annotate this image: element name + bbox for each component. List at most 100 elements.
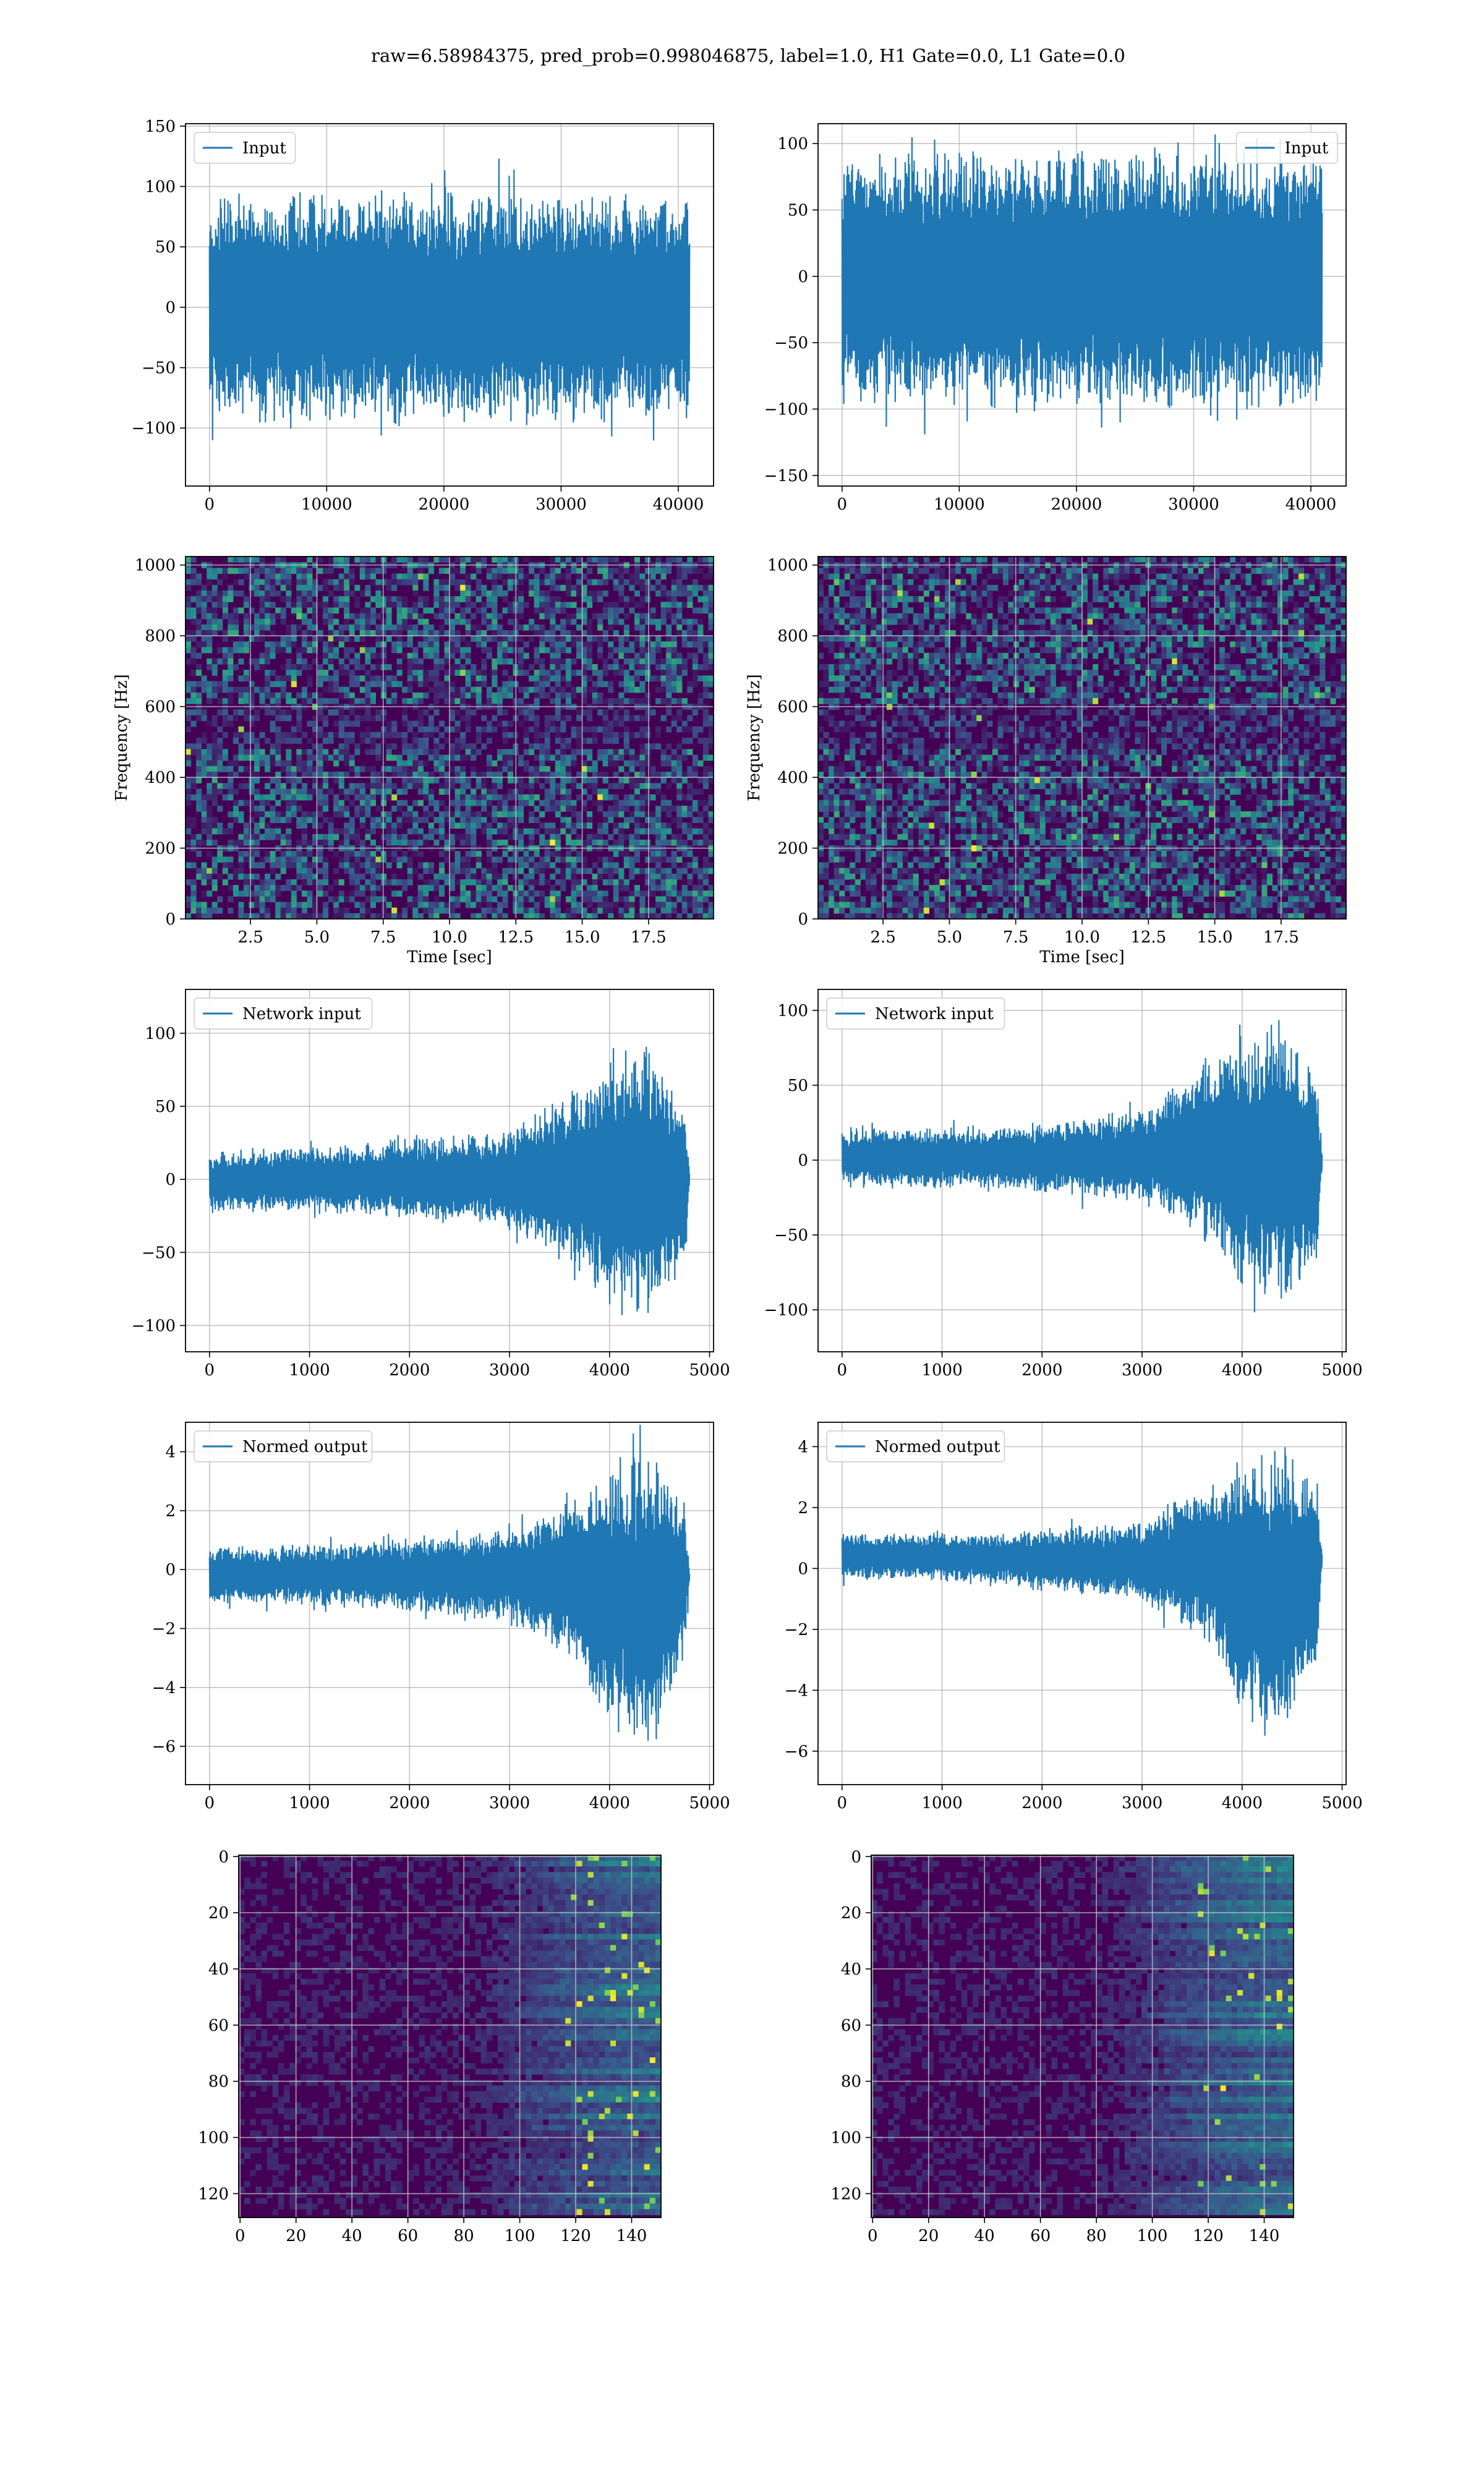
spec-h1-cell bbox=[534, 766, 540, 772]
spec-h1-cell bbox=[212, 800, 218, 806]
spec-h1-cell bbox=[534, 772, 540, 778]
spec-h1-cell bbox=[603, 630, 608, 636]
spec-h1-cell bbox=[450, 596, 455, 602]
spec-h1-cell bbox=[296, 664, 302, 670]
spec-h1-cell bbox=[429, 811, 434, 818]
spec-h1-cell bbox=[323, 647, 328, 654]
spec-h1-cell bbox=[260, 890, 265, 897]
spec-h1-cell bbox=[518, 788, 524, 795]
spec-l1-cell bbox=[892, 596, 898, 602]
spec-h1-cell bbox=[244, 890, 249, 897]
spec-h1-cell bbox=[223, 647, 228, 654]
spec-l1-cell bbox=[976, 596, 982, 602]
spec-h1-cell bbox=[439, 579, 445, 586]
spec-l1-cell bbox=[1219, 619, 1225, 625]
spec-h1-cell bbox=[397, 670, 403, 676]
spec-h1-cell bbox=[439, 908, 445, 914]
spec-h1-cell bbox=[238, 874, 244, 880]
spec-h1-cell bbox=[460, 653, 466, 659]
spec-l1-cell bbox=[950, 602, 956, 608]
spec-h1-cell bbox=[634, 602, 640, 608]
spec-h1-cell bbox=[587, 738, 592, 744]
spec-h1-cell bbox=[212, 862, 218, 868]
spec-h1-cell bbox=[254, 902, 260, 908]
spec-h1-cell bbox=[318, 664, 323, 670]
spec-h1-cell bbox=[260, 636, 265, 642]
spec-l1-cell bbox=[971, 557, 977, 563]
spec-h1-cell bbox=[433, 664, 439, 670]
spec-h1-cell bbox=[296, 874, 302, 880]
spec-h1-cell bbox=[275, 709, 281, 715]
spec-h1-cell bbox=[212, 630, 218, 636]
spec-h1-cell bbox=[207, 817, 212, 823]
spec-l1-cell bbox=[1119, 602, 1125, 608]
spec-h1-cell bbox=[455, 664, 461, 670]
spec-h1-cell bbox=[344, 761, 349, 767]
spec-h1-cell bbox=[381, 908, 386, 914]
spec-h1-cell bbox=[466, 755, 471, 761]
spec-h1-cell bbox=[354, 749, 360, 755]
spec-l1-cell bbox=[1246, 613, 1252, 620]
spec-h1-cell bbox=[597, 625, 603, 631]
spec-h1-cell bbox=[333, 800, 339, 806]
spec-h1-cell bbox=[381, 619, 386, 625]
spec-h1-cell bbox=[492, 693, 497, 699]
spec-h1-cell bbox=[693, 709, 698, 715]
spec-h1-cell bbox=[661, 602, 667, 608]
spec-h1-cell bbox=[386, 732, 392, 738]
spec-l1-cell bbox=[1203, 591, 1209, 597]
spec-h1-cell bbox=[613, 670, 619, 676]
spec-h1-cell bbox=[254, 777, 260, 783]
spec-h1-cell bbox=[539, 596, 545, 602]
spec-h1-cell bbox=[418, 568, 424, 574]
spec-h1-cell bbox=[323, 862, 328, 868]
spec-l1-cell bbox=[850, 579, 855, 586]
spec-h1-cell bbox=[323, 613, 328, 620]
spec-h1-cell bbox=[571, 619, 576, 625]
spec-h1-cell bbox=[407, 817, 413, 823]
spec-h1-cell bbox=[328, 687, 334, 693]
spec-h1-cell bbox=[423, 806, 429, 812]
spec-h1-cell bbox=[360, 687, 365, 693]
spec-h1-xtick-label: 5.0 bbox=[304, 928, 330, 947]
spec-h1-cell bbox=[550, 574, 555, 580]
spec-h1-cell bbox=[672, 641, 677, 647]
spec-h1-cell bbox=[560, 874, 566, 880]
spec-h1-cell bbox=[682, 630, 688, 636]
spec-h1-cell bbox=[244, 851, 249, 857]
spec-h1-cell bbox=[433, 687, 439, 693]
spec-h1-cell bbox=[534, 715, 540, 721]
spec-h1-cell bbox=[545, 749, 550, 755]
spec-l1-cell bbox=[1283, 568, 1289, 574]
spec-h1-cell bbox=[397, 761, 403, 767]
spec-h1-cell bbox=[624, 856, 629, 863]
spec-h1-cell bbox=[476, 856, 482, 863]
spec-h1-cell bbox=[603, 795, 608, 801]
spec-h1-cell bbox=[672, 856, 677, 863]
spec-h1-cell bbox=[497, 568, 503, 574]
spec-h1-cell bbox=[555, 647, 561, 654]
spec-h1-cell bbox=[466, 783, 471, 789]
spec-h1-cell bbox=[238, 607, 244, 613]
spec-h1-cell bbox=[666, 874, 672, 880]
spec-h1-cell bbox=[344, 772, 349, 778]
spec-h1-cell bbox=[360, 557, 365, 563]
spec-h1-cell bbox=[481, 743, 487, 749]
spec-h1-cell bbox=[402, 885, 407, 891]
spec-h1-cell bbox=[634, 795, 640, 801]
spec-h1-cell bbox=[186, 630, 191, 636]
spec-l1-cell bbox=[1277, 579, 1283, 586]
spec-h1-cell bbox=[212, 788, 218, 795]
spec-h1-cell bbox=[349, 868, 355, 874]
spec-h1-cell bbox=[307, 840, 312, 846]
spec-h1-cell bbox=[370, 896, 376, 902]
spec-h1-cell bbox=[244, 602, 249, 608]
spec-h1-cell bbox=[233, 607, 239, 613]
spec-h1-cell bbox=[687, 766, 693, 772]
spec-h1-cell bbox=[270, 862, 276, 868]
spec-h1-cell bbox=[191, 885, 197, 891]
spec-l1-cell bbox=[1061, 568, 1067, 574]
spec-h1-cell bbox=[560, 659, 566, 665]
spec-l1-cell bbox=[961, 602, 966, 608]
spec-h1-cell bbox=[529, 896, 534, 902]
